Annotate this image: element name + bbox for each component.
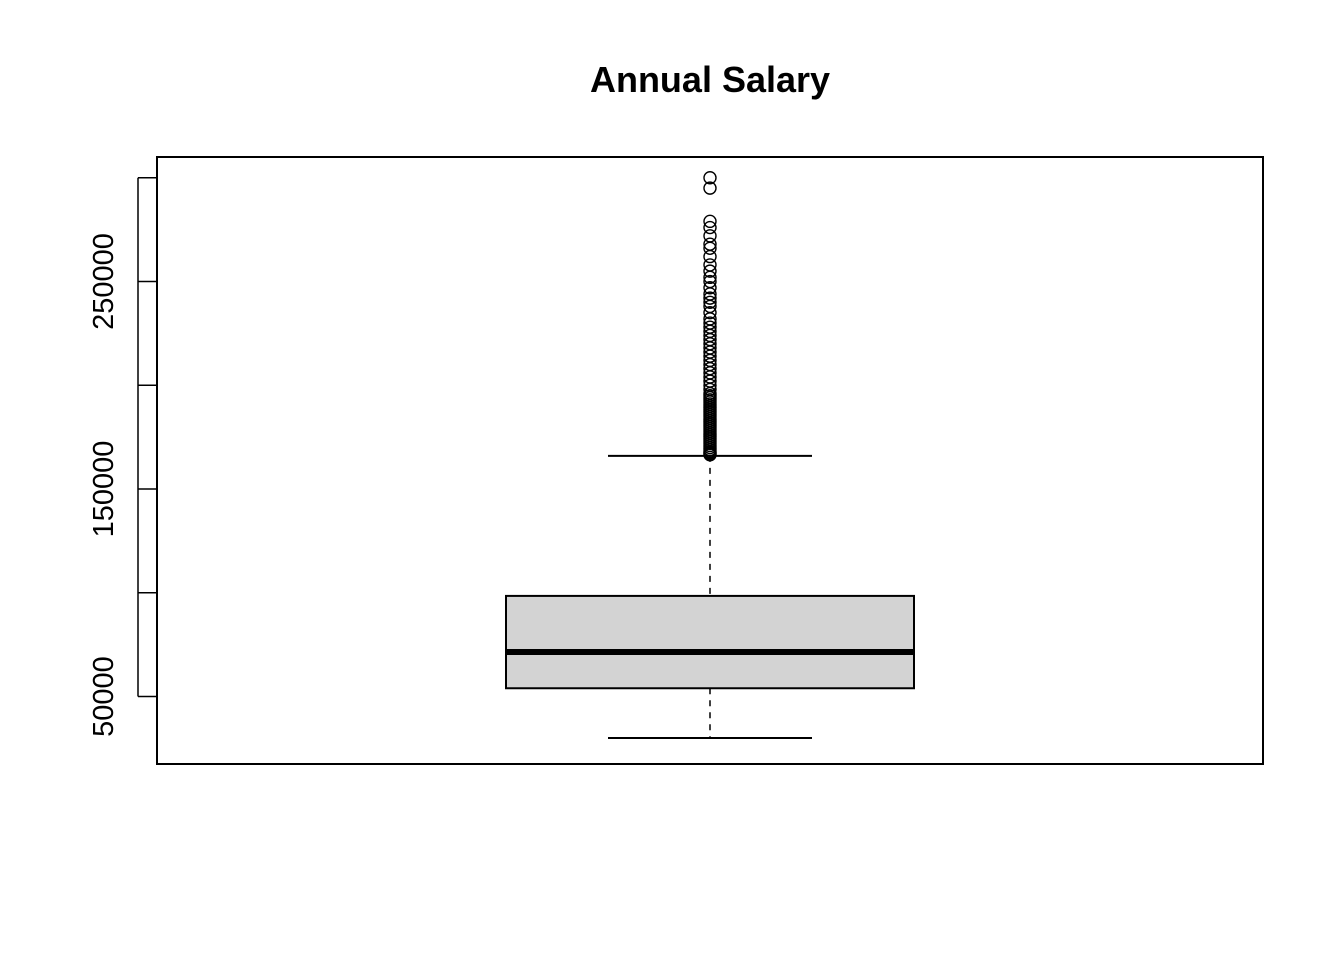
chart-title: Annual Salary [590, 59, 830, 100]
outlier-point [703, 229, 717, 243]
outlier-point [703, 264, 717, 278]
interquartile-box [505, 594, 915, 690]
outlier-point [703, 305, 717, 320]
outlier-point [703, 295, 717, 309]
plot-frame [156, 156, 1264, 765]
y-axis-ticks: 50000 150000 250000 [88, 177, 157, 737]
outlier-point [703, 316, 717, 330]
outlier-point [703, 220, 717, 235]
outlier-point [703, 281, 717, 295]
outlier-point [703, 171, 717, 185]
outlier-point [703, 181, 717, 195]
y-tick-label: 250000 [88, 233, 120, 330]
outlier-point [703, 237, 717, 251]
outlier-point [703, 274, 717, 289]
outlier-point [703, 258, 717, 272]
outlier-point [703, 291, 717, 305]
box-group [505, 454, 915, 740]
y-tick-label: 50000 [88, 656, 120, 737]
outlier-point [703, 214, 717, 229]
outlier-point [703, 320, 717, 334]
y-tick-label: 150000 [88, 441, 120, 538]
outlier-points [703, 171, 717, 462]
